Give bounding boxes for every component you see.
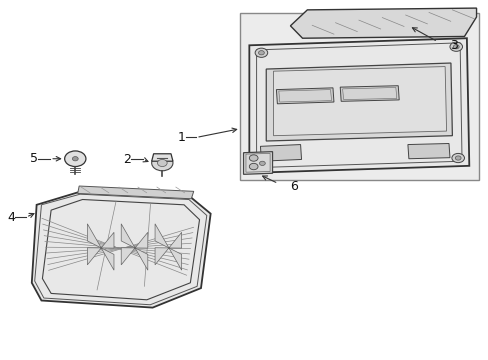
Circle shape xyxy=(452,45,458,49)
Polygon shape xyxy=(32,192,210,307)
Polygon shape xyxy=(273,67,446,136)
Polygon shape xyxy=(151,154,173,161)
Circle shape xyxy=(72,157,78,161)
Polygon shape xyxy=(290,8,476,38)
Circle shape xyxy=(256,159,268,168)
Polygon shape xyxy=(249,38,468,173)
Text: 2: 2 xyxy=(123,153,131,166)
Polygon shape xyxy=(407,144,449,159)
Circle shape xyxy=(249,163,258,170)
Circle shape xyxy=(249,155,258,161)
Circle shape xyxy=(151,155,173,171)
Text: 5: 5 xyxy=(30,152,38,165)
Polygon shape xyxy=(121,224,147,270)
Polygon shape xyxy=(155,224,181,270)
Polygon shape xyxy=(340,86,398,101)
Polygon shape xyxy=(78,186,193,199)
Circle shape xyxy=(64,151,86,167)
Polygon shape xyxy=(155,232,181,265)
Text: 3: 3 xyxy=(449,39,457,52)
Polygon shape xyxy=(87,232,114,265)
Polygon shape xyxy=(243,152,272,174)
Circle shape xyxy=(449,42,462,51)
Polygon shape xyxy=(276,88,333,104)
Bar xyxy=(239,13,478,180)
Polygon shape xyxy=(278,90,331,102)
Circle shape xyxy=(157,159,167,167)
Text: 4: 4 xyxy=(7,211,15,224)
Polygon shape xyxy=(87,224,114,270)
Text: 6: 6 xyxy=(290,180,298,193)
Polygon shape xyxy=(342,87,396,100)
Polygon shape xyxy=(121,232,147,265)
Circle shape xyxy=(255,48,267,57)
Circle shape xyxy=(451,153,464,163)
Polygon shape xyxy=(265,63,451,141)
Circle shape xyxy=(454,156,460,160)
Circle shape xyxy=(259,161,265,166)
Circle shape xyxy=(258,51,264,55)
Polygon shape xyxy=(260,145,301,161)
Text: 1: 1 xyxy=(177,131,185,144)
